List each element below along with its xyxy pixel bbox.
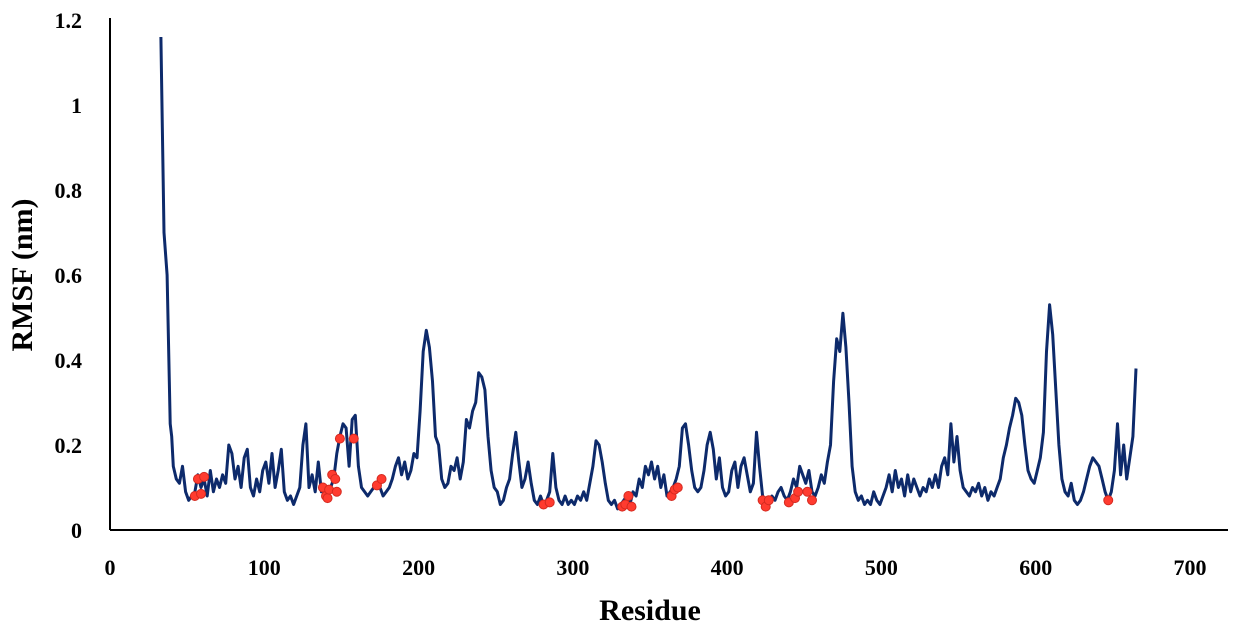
x-tick-label: 200 <box>402 555 435 580</box>
residue-marker <box>376 474 387 484</box>
y-tick-label: 0 <box>71 518 82 543</box>
x-axis-title: Residue <box>599 594 701 627</box>
x-tick-label: 100 <box>248 555 281 580</box>
residue-marker <box>623 491 634 501</box>
y-axis-title: RMSF (nm) <box>6 198 39 351</box>
x-tick-labels: 0 100 200 300 400 500 600 700 <box>105 555 1207 580</box>
x-tick-label: 300 <box>556 555 589 580</box>
y-tick-label: 0.6 <box>55 263 83 288</box>
residue-marker <box>793 486 804 497</box>
residue-markers <box>189 433 1114 512</box>
x-tick-label: 400 <box>711 555 744 580</box>
residue-marker <box>199 471 210 482</box>
residue-marker <box>1103 495 1114 506</box>
y-tick-label: 1 <box>71 93 82 118</box>
residue-marker <box>763 495 774 506</box>
residue-marker <box>331 486 342 497</box>
residue-marker <box>626 501 637 512</box>
y-tick-label: 0.2 <box>55 433 83 458</box>
x-tick-label: 500 <box>865 555 898 580</box>
y-tick-label: 0.8 <box>55 178 83 203</box>
residue-marker <box>334 433 345 444</box>
rmsf-series-line <box>159 36 1138 511</box>
x-tick-label: 0 <box>105 555 116 580</box>
x-tick-label: 700 <box>1174 555 1207 580</box>
y-tick-label: 0.4 <box>55 348 83 373</box>
y-tick-label: 1.2 <box>55 8 83 33</box>
residue-marker <box>802 486 813 497</box>
residue-marker <box>544 497 555 508</box>
residue-marker <box>322 493 333 504</box>
residue-marker <box>348 433 359 444</box>
residue-marker <box>672 482 683 493</box>
x-tick-label: 600 <box>1019 555 1052 580</box>
residue-marker <box>330 474 341 484</box>
y-tick-labels: 0 0.2 0.4 0.6 0.8 1 1.2 <box>55 8 83 543</box>
residue-marker <box>196 488 207 499</box>
residue-marker <box>807 495 817 506</box>
